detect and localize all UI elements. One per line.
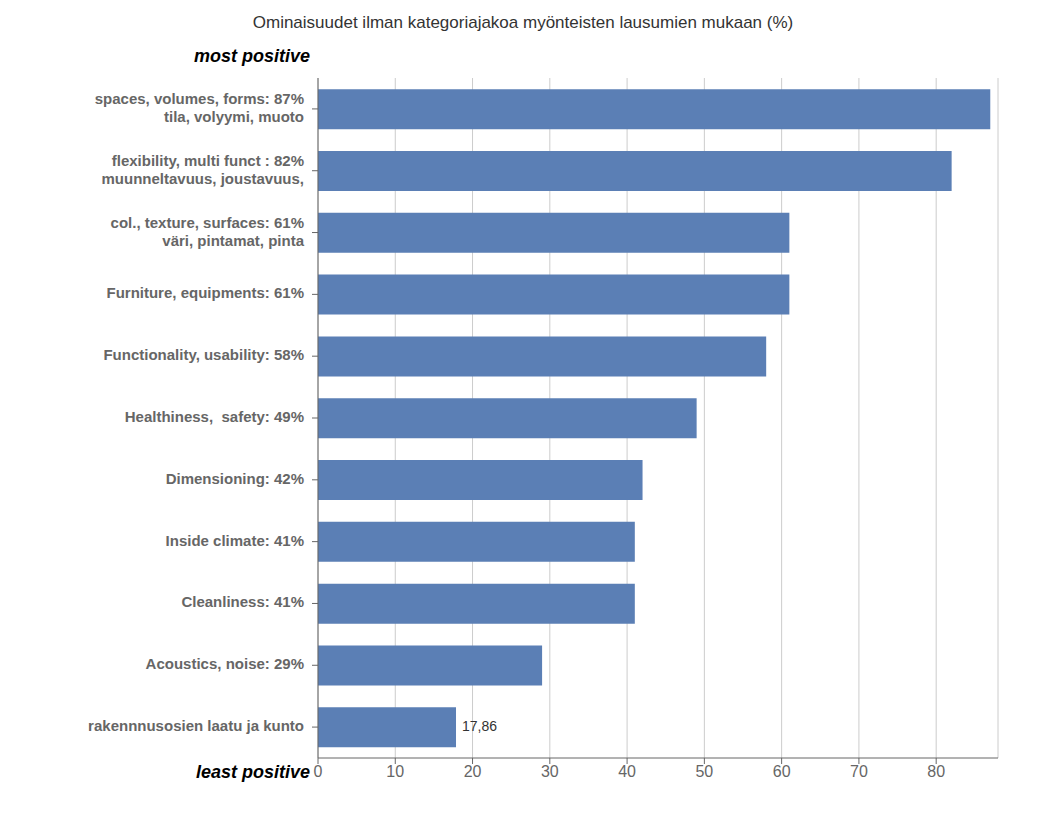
svg-text:Acoustics, noise: 29%: Acoustics, noise: 29% — [146, 655, 304, 672]
svg-text:30: 30 — [541, 763, 559, 780]
html-text:Ominaisuudet ilman kategoriaja: Ominaisuudet ilman kategoriajakoa myönte… — [252, 13, 794, 32]
svg-text:rakennnusosien laatu ja kunto: rakennnusosien laatu ja kunto — [88, 717, 304, 734]
svg-text:40: 40 — [618, 763, 636, 780]
svg-text:50: 50 — [695, 763, 713, 780]
svg-text:60: 60 — [773, 763, 791, 780]
svg-text:17,86: 17,86 — [462, 718, 497, 734]
svg-text:80: 80 — [927, 763, 945, 780]
html-text:least positive: least positive — [196, 762, 310, 782]
svg-text:Functionality, usability: 58%: Functionality, usability: 58% — [103, 346, 304, 363]
svg-text:flexibility, multi funct : 82%: flexibility, multi funct : 82%muunneltav… — [101, 152, 304, 187]
svg-text:10: 10 — [386, 763, 404, 780]
svg-text:col., texture, surfaces: 61%vä: col., texture, surfaces: 61%väri, pintam… — [111, 214, 305, 249]
svg-text:Inside climate: 41%: Inside climate: 41% — [166, 532, 304, 549]
svg-text:Dimensioning: 42%: Dimensioning: 42% — [166, 470, 304, 487]
svg-text:0: 0 — [314, 763, 323, 780]
svg-text:Cleanliness: 41%: Cleanliness: 41% — [181, 593, 304, 610]
svg-text:20: 20 — [464, 763, 482, 780]
svg-text:Furniture, equipments: 61%: Furniture, equipments: 61% — [106, 284, 304, 301]
html-text:most positive: most positive — [194, 46, 310, 66]
svg-text:Healthiness, safety: 49%: Healthiness, safety: 49% — [125, 408, 304, 425]
svg-text:spaces, volumes, forms: 87%til: spaces, volumes, forms: 87%tila, volyymi… — [95, 90, 304, 125]
svg-text:70: 70 — [850, 763, 868, 780]
